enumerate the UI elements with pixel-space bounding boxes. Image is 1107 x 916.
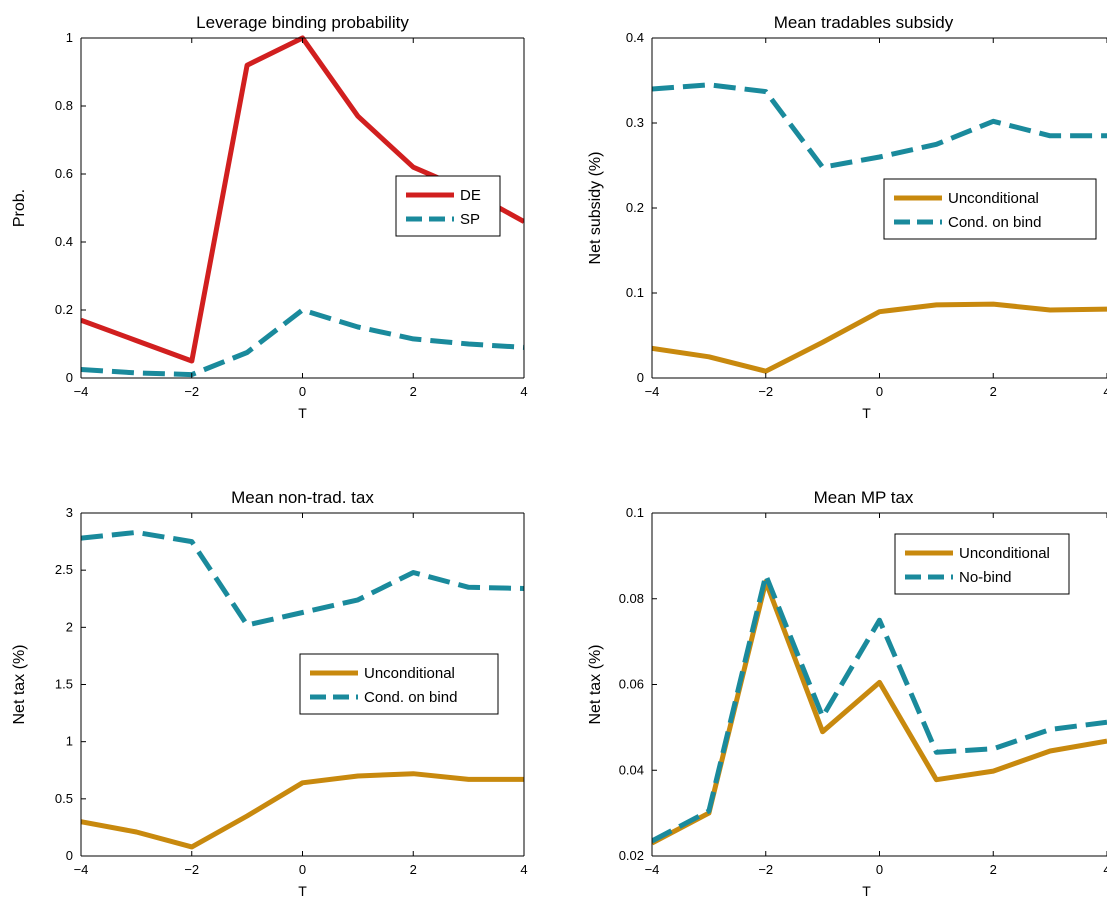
chart-title: Mean non-trad. tax [231, 488, 374, 507]
legend-label: Unconditional [959, 545, 1050, 562]
chart-title: Leverage binding probability [196, 13, 409, 32]
y-tick-label: 0 [66, 370, 73, 385]
y-tick-label: 0.08 [619, 591, 644, 606]
y-tick-label: 0.3 [626, 115, 644, 130]
x-tick-label: 2 [990, 862, 997, 877]
legend: Unconditional No-bind [894, 533, 1070, 595]
series-line-cond-on-bind [81, 529, 524, 628]
y-tick-label: 1 [66, 734, 73, 749]
legend-label: Unconditional [948, 190, 1039, 207]
x-tick-label: 0 [299, 862, 306, 877]
series-line-cond-on-bind [652, 82, 1107, 170]
y-tick-label: 0.5 [55, 791, 73, 806]
y-tick-label: 0.4 [55, 234, 73, 249]
y-tick-label: 0 [66, 848, 73, 863]
legend-label: Cond. on bind [364, 689, 457, 706]
y-tick-label: 0.2 [55, 302, 73, 317]
x-tick-label: −2 [758, 862, 773, 877]
x-axis-label: T [862, 405, 871, 421]
series-line-no-bind [652, 572, 1107, 844]
x-tick-label: 0 [299, 384, 306, 399]
x-tick-label: 2 [410, 862, 417, 877]
y-tick-label: 0.1 [626, 285, 644, 300]
x-tick-label: −2 [184, 862, 199, 877]
series-line-unconditional [81, 771, 524, 850]
x-tick-label: −4 [74, 862, 89, 877]
y-tick-label: 1 [66, 30, 73, 45]
y-tick-label: 3 [66, 505, 73, 520]
x-tick-label: 0 [876, 862, 883, 877]
legend: Unconditional Cond. on bind [299, 653, 499, 715]
x-tick-label: 2 [410, 384, 417, 399]
y-axis-label: Net tax (%) [11, 644, 28, 724]
chart-title: Mean tradables subsidy [774, 13, 954, 32]
chart-panel-1: Leverage binding probability −4 −2 0 2 4 0 0.2 0… [11, 13, 528, 421]
legend-label: Cond. on bind [948, 214, 1041, 231]
y-tick-label: 0.8 [55, 98, 73, 113]
y-tick-label: 1.5 [55, 677, 73, 692]
legend: Unconditional Cond. on bind [883, 178, 1097, 240]
x-tick-label: −2 [184, 384, 199, 399]
x-tick-label: 4 [520, 384, 527, 399]
y-tick-label: 0.2 [626, 200, 644, 215]
y-tick-label: 2 [66, 619, 73, 634]
x-axis-label: T [298, 883, 307, 899]
x-tick-label: 4 [1103, 384, 1107, 399]
x-tick-label: 2 [990, 384, 997, 399]
y-tick-label: 0.04 [619, 762, 644, 777]
legend-label: DE [460, 187, 481, 204]
y-tick-label: 0.6 [55, 166, 73, 181]
x-tick-label: −2 [758, 384, 773, 399]
y-tick-label: 0.4 [626, 30, 644, 45]
y-tick-label: 0 [637, 370, 644, 385]
x-tick-label: −4 [645, 384, 660, 399]
x-tick-label: 4 [520, 862, 527, 877]
legend-label: Unconditional [364, 665, 455, 682]
x-axis-label: T [862, 883, 871, 899]
chart-panel-4: Mean MP tax −4 −2 0 2 4 0.02 0.04 0.06 0.08 0.1 T Ne… [587, 488, 1107, 899]
series-line-unconditional [652, 301, 1107, 374]
y-tick-label: 0.1 [626, 505, 644, 520]
legend-label: No-bind [959, 569, 1012, 586]
y-axis-label: Net subsidy (%) [587, 152, 604, 265]
series-line-sp [81, 307, 524, 378]
x-tick-label: 0 [876, 384, 883, 399]
x-tick-label: −4 [645, 862, 660, 877]
legend-label: SP [460, 211, 480, 228]
y-axis-label: Net tax (%) [587, 644, 604, 724]
y-tick-label: 0.06 [619, 677, 644, 692]
chart-title: Mean MP tax [814, 488, 914, 507]
y-tick-label: 2.5 [55, 562, 73, 577]
x-tick-label: 4 [1103, 862, 1107, 877]
y-axis-label: Prob. [11, 189, 28, 227]
x-tick-label: −4 [74, 384, 89, 399]
y-tick-label: 0.02 [619, 848, 644, 863]
x-axis-label: T [298, 405, 307, 421]
legend: DE SP [395, 175, 501, 237]
chart-panel-3: Mean non-trad. tax −4 −2 0 2 4 0 0.5 1 1.5 2 2.5 3 T N… [11, 488, 528, 899]
chart-panel-2: Mean tradables subsidy −4 −2 0 2 4 0 0.1 0.2 0.3 0… [587, 13, 1107, 421]
